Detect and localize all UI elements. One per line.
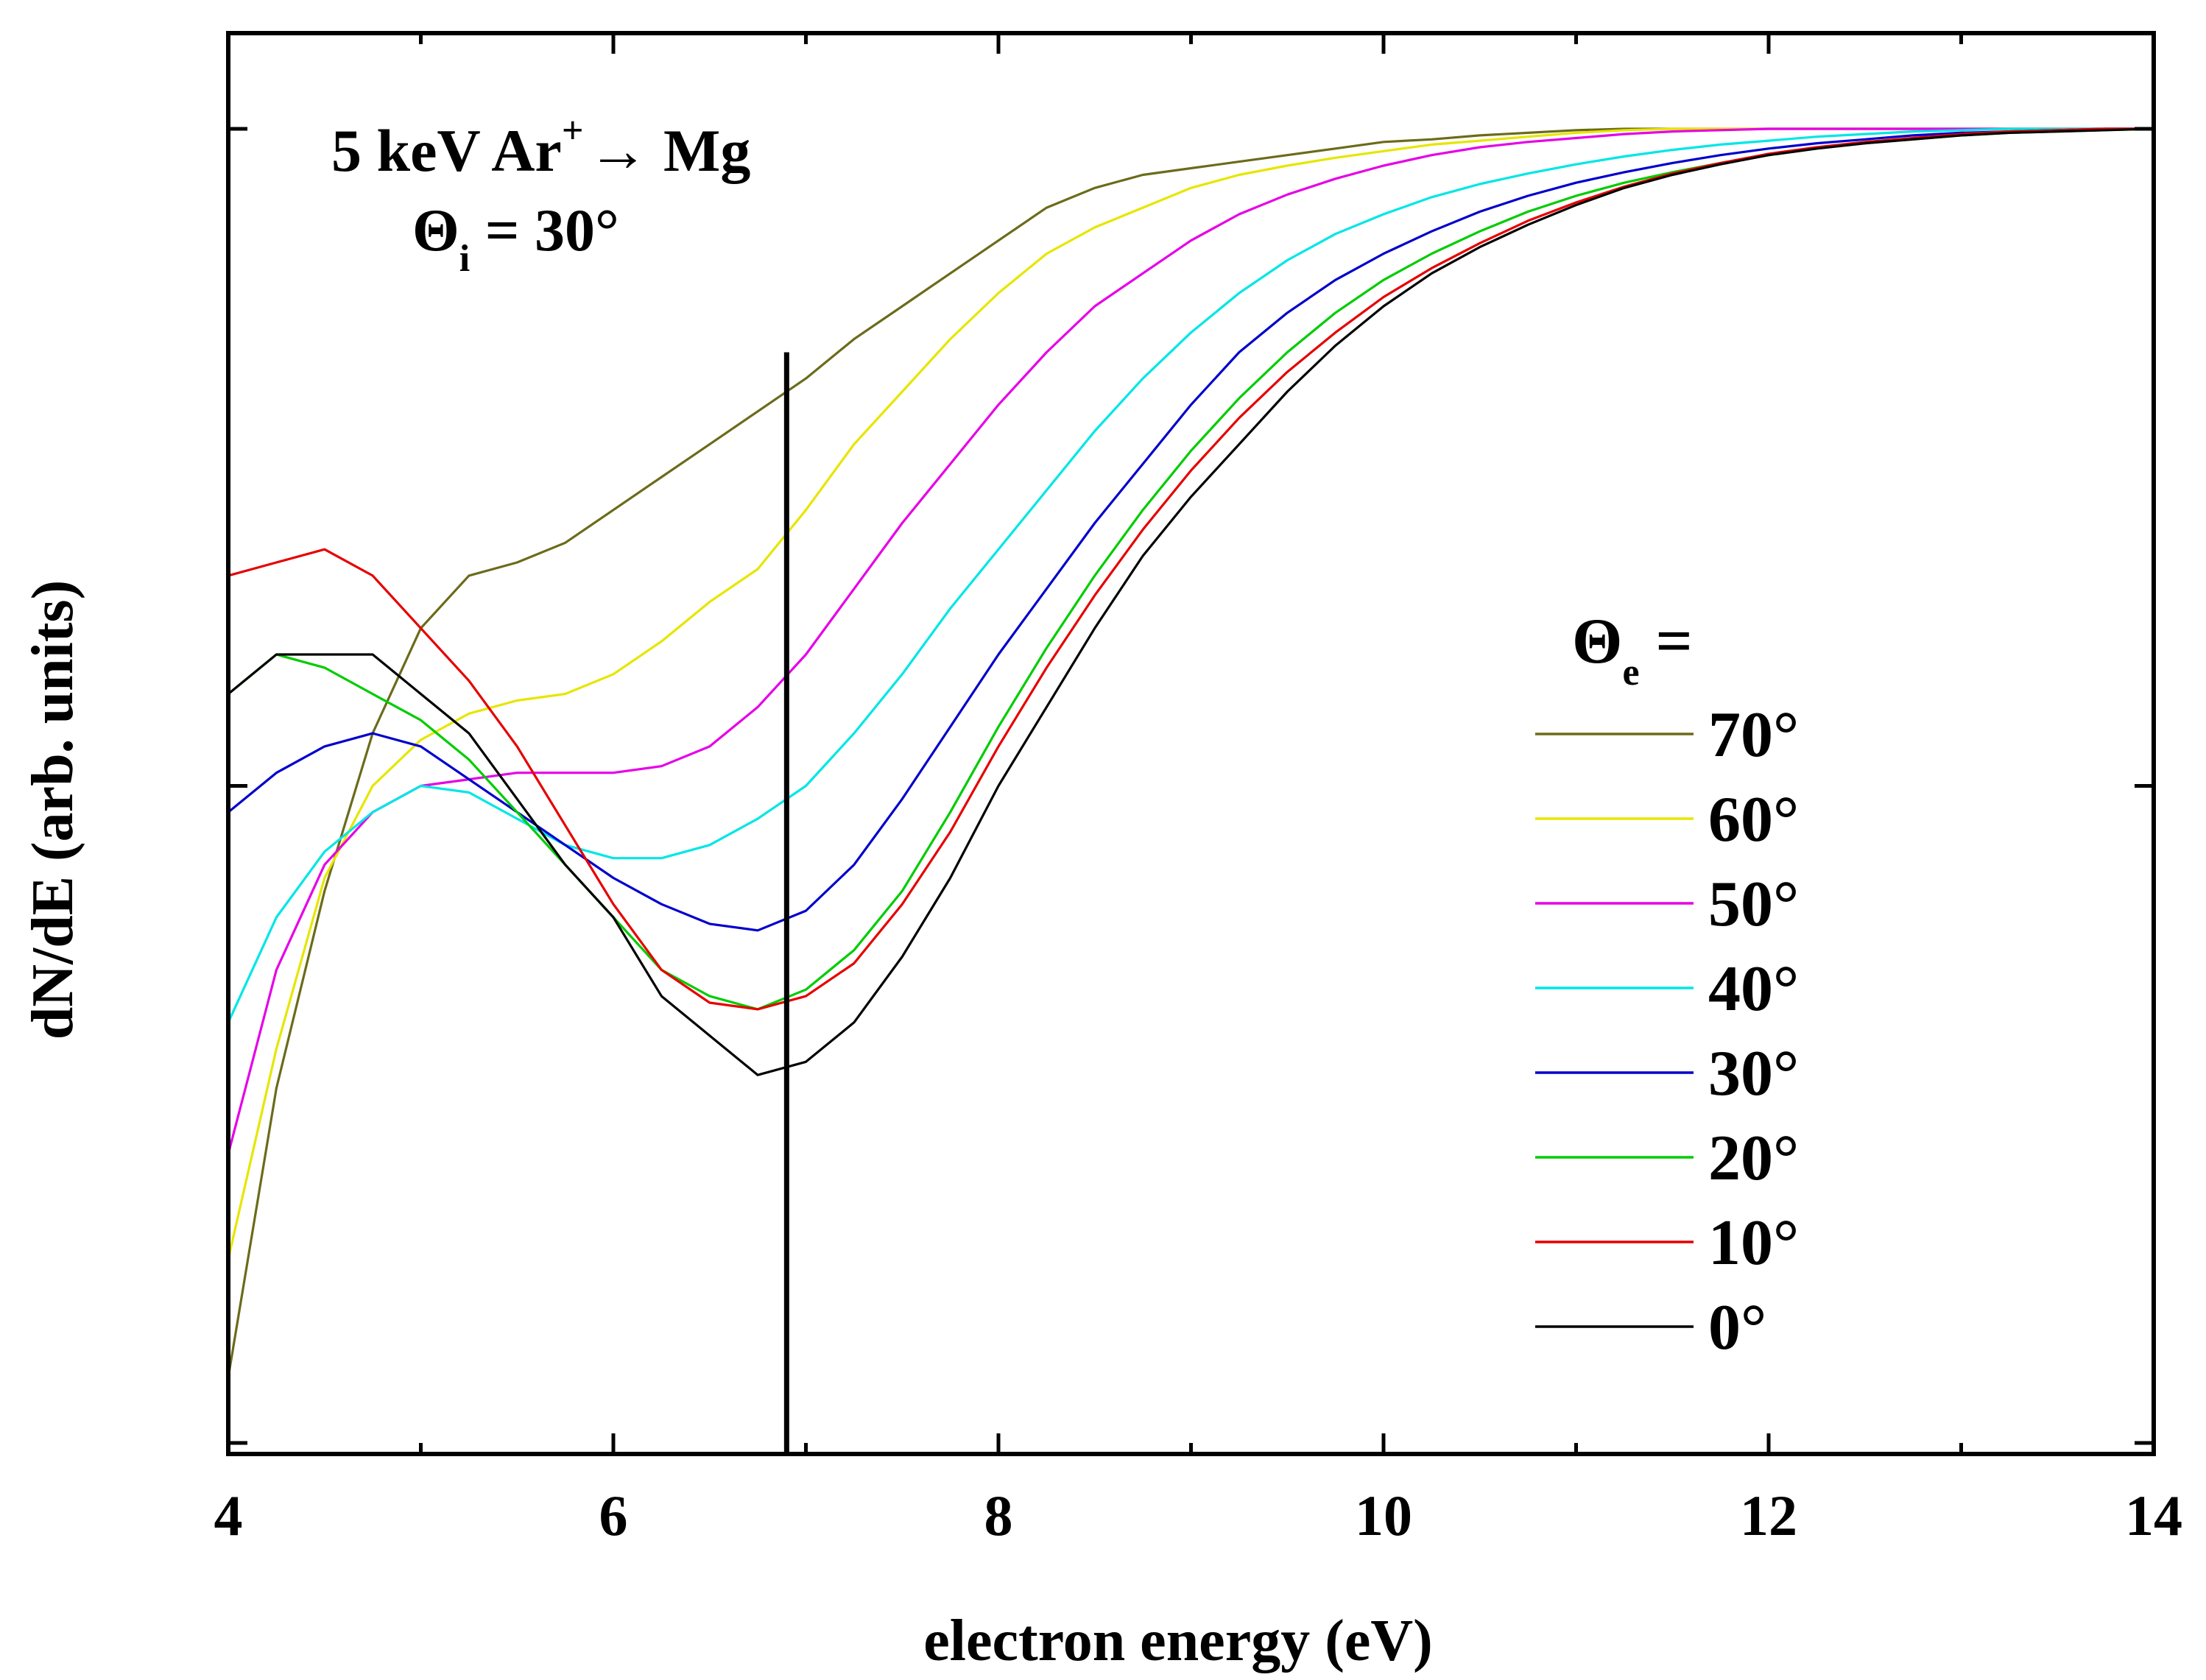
annotation-line2-main: Θ bbox=[412, 197, 459, 264]
series-line-6 bbox=[228, 127, 2154, 1011]
legend-label-2: 50° bbox=[1708, 869, 1799, 940]
annotation-line2: Θi = 30° bbox=[412, 197, 619, 280]
series-line-7 bbox=[227, 127, 2154, 1076]
legend-label-6: 10° bbox=[1708, 1207, 1799, 1279]
annotation-line2-rest: = 30° bbox=[470, 197, 619, 264]
legend-label-0: 70° bbox=[1708, 699, 1799, 771]
legend-title-main: Θ bbox=[1572, 606, 1622, 677]
y-axis-label: dN/dE (arb. units) bbox=[21, 580, 85, 1040]
x-tick-label-0: 4 bbox=[214, 1483, 243, 1547]
legend-label-1: 60° bbox=[1708, 784, 1799, 855]
legend-label-7: 0° bbox=[1708, 1292, 1766, 1363]
annotation-line1-pre: 5 keV Ar bbox=[331, 117, 562, 184]
legend-items: 70° 60° 50° 40° 30° 20° 10° 0° bbox=[1535, 699, 1799, 1363]
x-axis-label: electron energy (eV) bbox=[923, 1609, 1433, 1673]
x-tick-label-1: 6 bbox=[599, 1483, 628, 1547]
axis-ticks bbox=[226, 33, 2156, 1454]
x-tick-label-4: 12 bbox=[1740, 1483, 1797, 1547]
legend-title: Θe = bbox=[1572, 606, 1693, 693]
legend-label-4: 30° bbox=[1708, 1038, 1799, 1109]
legend-title-sub: e bbox=[1622, 652, 1639, 693]
x-tick-label-5: 14 bbox=[2125, 1483, 2182, 1547]
series-line-4 bbox=[227, 127, 2154, 932]
series-line-3 bbox=[227, 127, 2154, 1023]
annotation-line2-sub: i bbox=[459, 238, 470, 280]
x-tick-label-2: 8 bbox=[984, 1483, 1013, 1547]
legend: Θe = 70° 60° 50° 40° 30° 20° 10° 0° bbox=[1535, 606, 1799, 1363]
legend-title-rest: = bbox=[1640, 606, 1693, 677]
series-line-2 bbox=[227, 127, 2154, 1154]
annotation-line1-post: → Mg bbox=[588, 117, 750, 184]
annotation-line1: 5 keV Ar+→ Mg bbox=[331, 110, 750, 184]
annotation: 5 keV Ar+→ Mg Θi = 30° bbox=[331, 110, 750, 280]
legend-label-3: 40° bbox=[1708, 953, 1799, 1025]
series-curves bbox=[227, 127, 2154, 1378]
x-tick-labels: 4 6 8 10 12 14 bbox=[214, 1483, 2183, 1547]
legend-label-5: 20° bbox=[1708, 1123, 1799, 1194]
x-tick-label-3: 10 bbox=[1355, 1483, 1412, 1547]
annotation-line1-sup: + bbox=[562, 110, 584, 152]
